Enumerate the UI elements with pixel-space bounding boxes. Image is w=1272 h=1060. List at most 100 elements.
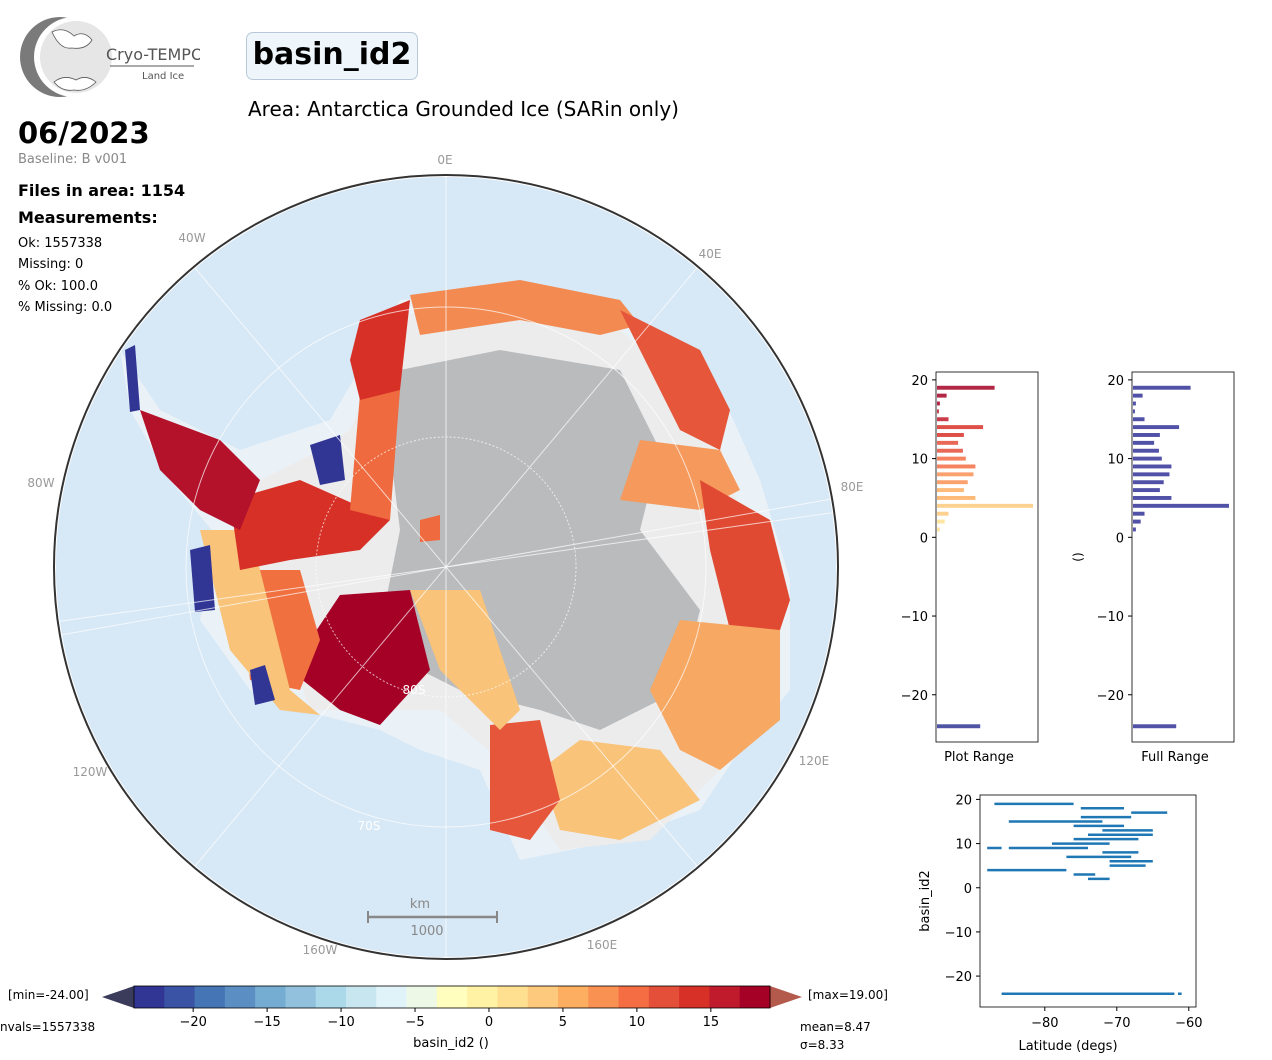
colorbar-nvals: nvals=1557338 [0,1020,96,1034]
logo-name: Cryo-TEMPO [106,45,200,64]
histogram-bar [1133,440,1155,445]
basin-swath [700,480,790,630]
basin-swath [250,665,275,705]
range-ytick-label: 10 [955,838,972,853]
histogram-panel: 20 10 0 −10 −20 Full Range () [1071,371,1235,765]
hist-ytick-label: −10 [1097,610,1124,625]
histogram-bar [937,495,976,500]
basin-swath [410,590,520,730]
histogram-bar [937,409,939,414]
histogram-bar [937,488,964,493]
basin-swath [620,310,730,450]
histogram-bar [937,456,966,461]
lon-label: 120E [799,754,830,768]
hist-ytick-label: −10 [901,610,928,625]
colorbar-tick-label: 15 [703,1015,720,1030]
histogram-panel: 20 10 0 −10 −20 Plot Range [901,371,1039,765]
basin-swath [200,530,320,715]
colorbar-swatch [709,986,741,1008]
hist-ytick-label: −20 [1097,689,1124,704]
lon-label: 0E [437,153,452,167]
basin-swath [420,515,440,542]
histogram-bar [937,393,947,398]
basin-swath [140,410,260,530]
colorbar-swatch [679,986,710,1008]
colorbar-swatch [315,986,347,1008]
baseline-label: Baseline: B v001 [18,152,128,167]
stat-pct-ok: % Ok: 100.0 [18,279,98,294]
histogram-ylabel: () [1071,552,1085,561]
longitude-labels: 0E 40E 80E 120E 160E 160W 120W 80W 40W [27,153,863,957]
colorbar-swatch [436,986,468,1008]
histogram-bar [1133,393,1143,398]
basin-swath [230,480,390,570]
map-boundary [53,174,839,960]
range-ytick-label: 0 [964,882,972,897]
range-xtick-label: −80 [1031,1016,1058,1031]
hist-ytick-label: 0 [1116,531,1124,546]
range-plot-frame [979,794,1197,1008]
colorbar-swatch [648,986,680,1008]
basin-swath [540,740,700,840]
hist-ytick-label: 20 [911,374,928,389]
colorbar-swatch [134,986,165,1008]
basin-swath [125,345,140,412]
histogram-bar [937,527,940,532]
colorbar-swatch [255,986,286,1008]
logo-subtitle: Land Ice [142,71,184,82]
range-ytick-label: −10 [945,926,972,941]
range-ytick-label: −20 [945,970,972,985]
histogram-bar [1133,417,1145,422]
colorbar-swatch [618,986,650,1008]
lat-label: 70S [358,819,381,833]
range-xlabel: Latitude (degs) [1018,1039,1117,1054]
basin-swath [290,590,430,725]
stat-pct-missing: % Missing: 0.0 [18,300,113,315]
colorbar-min: [min=-24.00] [8,988,89,1002]
histogram-bar [1133,433,1160,437]
histogram-bar [1133,472,1170,477]
histogram-bar [1133,464,1172,469]
hist-ytick-label: 0 [920,531,928,546]
colorbar-swatch [588,986,620,1008]
lon-label: 160W [303,943,338,957]
colorbar-mean: mean=8.47 [800,1020,871,1034]
basin-swath [490,720,560,840]
histogram-bar [937,503,1033,508]
colorbar-swatch [164,986,196,1008]
histogram-bar [1133,519,1141,524]
histogram-bar [1133,385,1191,390]
colorbar-tick-label: −15 [253,1015,280,1030]
files-in-area: Files in area: 1154 [18,181,186,200]
colorbar-swatch [406,986,438,1008]
histogram-bar [1133,456,1162,461]
colorbar-max: [max=19.00] [808,988,888,1002]
histogram-bar [937,433,964,437]
basin-swath [190,545,215,612]
histogram-bar [1133,409,1135,414]
colorbar-over-extension [770,986,802,1008]
histogram-bar [937,519,945,524]
basin-swath [410,280,640,335]
histogram-bar [937,448,963,453]
histogram-bar [937,472,974,477]
polar-map: 0E 40E 80E 120E 160E 160W 120W 80W 40W 8… [27,153,863,960]
colorbar-under-extension [102,986,134,1008]
histogram-panels: 20 10 0 −10 −20 Plot Range 20 10 0 −10 −20 Full Ran… [901,371,1235,765]
histogram-bar [1133,724,1177,729]
measurements-heading: Measurements: [18,208,158,227]
lon-label: 120W [73,765,108,779]
hist-ytick-label: 10 [911,453,928,468]
variable-title: basin_id2 [246,32,418,80]
lon-label: 80E [841,480,864,494]
colorbar-tick-label: 0 [485,1015,493,1030]
lon-label: 40W [178,231,205,245]
histogram-bar [937,464,976,469]
histogram-bar [937,385,995,390]
histogram-bar [1133,480,1164,485]
histogram-bar [1133,488,1160,493]
histogram-bar [937,425,984,430]
histogram-bar [1133,495,1172,500]
colorbar-tick-label: −20 [179,1015,206,1030]
basin-swath [350,300,410,400]
